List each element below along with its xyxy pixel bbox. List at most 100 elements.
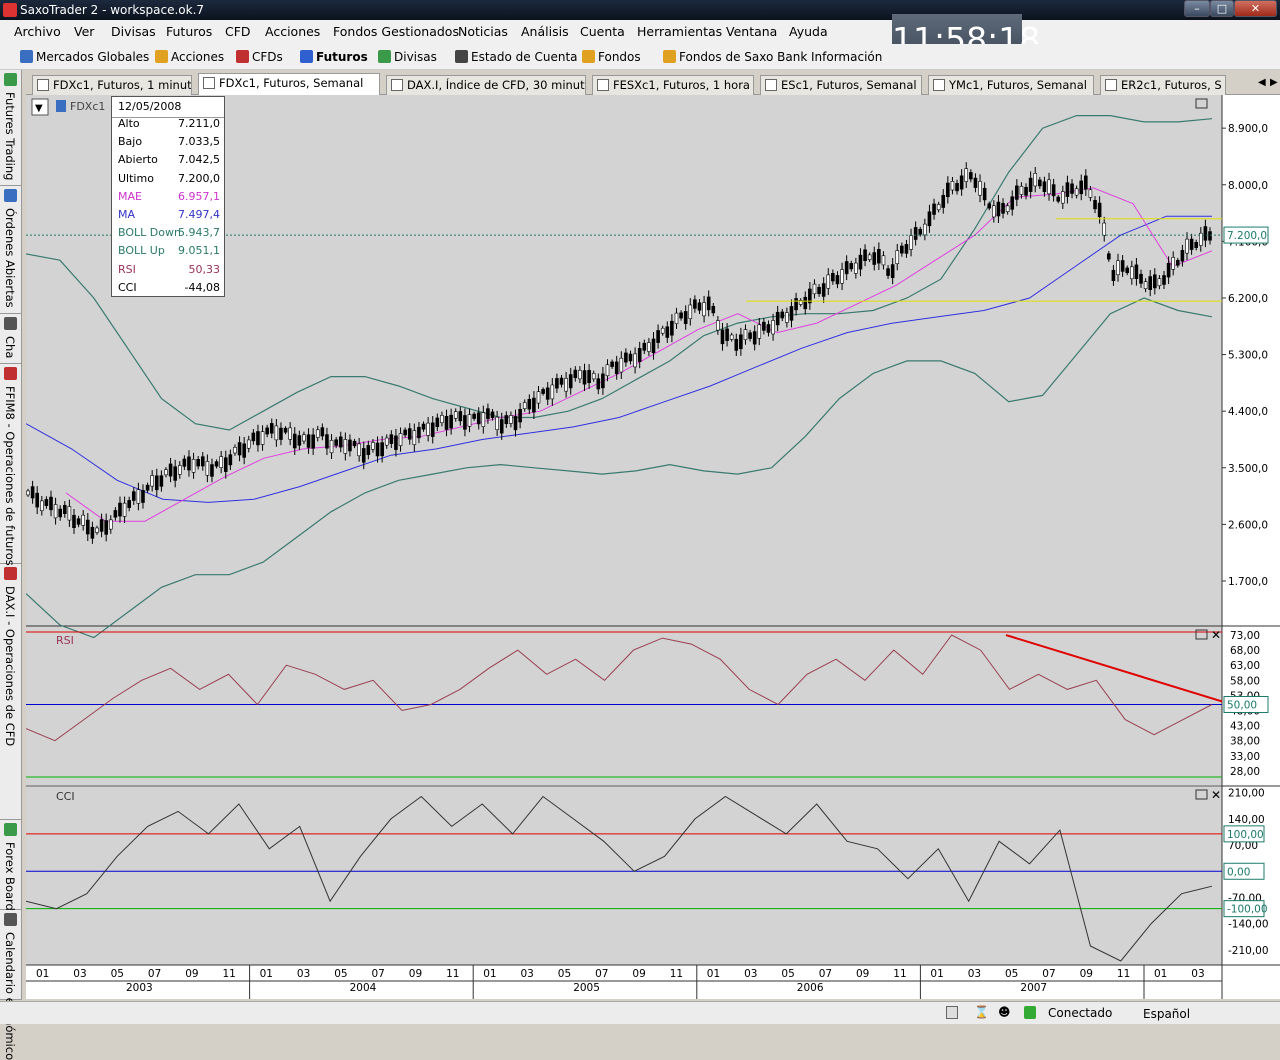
maximize-button[interactable]: □	[1210, 0, 1234, 17]
data-value: 5.943,7	[178, 226, 220, 240]
chart-canvas[interactable]: 8.900,08.000,07.100,06.200,05.300,04.400…	[25, 95, 1280, 999]
candle-body	[1079, 180, 1084, 195]
cci-tick-label: 210,00	[1228, 788, 1265, 800]
rsi-trendline	[1005, 634, 1223, 703]
toolbar-cfds[interactable]: CFDs	[236, 47, 283, 67]
month-label: 11	[223, 968, 236, 980]
menu-herramientas[interactable]: Herramientas	[637, 24, 723, 39]
user-icon[interactable]: ☻	[998, 1005, 1011, 1019]
menu-noticias[interactable]: Noticias	[458, 24, 508, 39]
chart-menu-button[interactable]	[31, 98, 49, 116]
month-label: 05	[781, 968, 794, 980]
candle-body	[95, 527, 99, 533]
candle-body	[348, 439, 352, 452]
candle-body	[1005, 205, 1010, 213]
candle-body	[812, 283, 817, 295]
maximize-pane-icon[interactable]	[1195, 629, 1208, 640]
year-label: 2006	[797, 982, 824, 994]
sidebar-item-7[interactable]: Calendario económico	[0, 910, 22, 1060]
tab-chart-4[interactable]: FESXc1, Futuros, 1 hora	[592, 75, 754, 95]
menu-análisis[interactable]: Análisis	[521, 24, 569, 39]
tab-chart-6[interactable]: YMc1, Futuros, Semanal	[928, 75, 1094, 95]
toolbar-mercados-globales[interactable]: Mercados Globales	[20, 47, 149, 67]
language-status: Español	[1143, 1007, 1191, 1021]
data-row-alto: Alto 7.211,0	[118, 117, 222, 134]
candle-body	[1107, 253, 1111, 260]
cci-marker-box	[1223, 825, 1265, 843]
tab-label: FDXc1, Futuros, 1 minuto	[53, 78, 192, 92]
data-row-abierto: Abierto 7.042,5	[118, 153, 222, 170]
candle-body	[1093, 200, 1097, 210]
candle-body	[711, 305, 716, 314]
menu-acciones[interactable]: Acciones	[265, 24, 321, 39]
tab-label: FESXc1, Futuros, 1 hora	[613, 78, 750, 92]
sidebar-label: Forex Board	[3, 842, 17, 911]
candle-body	[660, 327, 665, 334]
candle-body	[872, 252, 877, 265]
sidebar-item-1[interactable]: Futures Trading	[0, 70, 22, 186]
candle-body	[269, 423, 274, 434]
candle-body	[1056, 196, 1061, 202]
data-key: Abierto	[118, 153, 158, 167]
menu-ayuda[interactable]: Ayuda	[789, 24, 828, 39]
candle-body	[325, 434, 329, 449]
candle-body	[748, 332, 752, 339]
toolbar-divisas[interactable]: Divisas	[378, 47, 437, 67]
candle-body	[1097, 202, 1102, 218]
menu-ventana[interactable]: Ventana	[726, 24, 778, 39]
toolbar-estado-de-cuenta[interactable]: Estado de Cuenta	[455, 47, 578, 67]
candle-body	[90, 526, 95, 539]
menu-futuros[interactable]: Futuros	[166, 24, 213, 39]
candle-body	[205, 461, 210, 476]
tab-chart-3[interactable]: DAX.I, Índice de CFD, 30 minutos	[386, 75, 586, 95]
toolbar-label: CFDs	[252, 50, 283, 64]
tab-chart-2[interactable]: FDXc1, Futuros, Semanal	[198, 73, 380, 95]
menu-divisas[interactable]: Divisas	[111, 24, 156, 39]
toolbar-futuros[interactable]: Futuros	[300, 47, 368, 67]
stock-icon	[155, 50, 168, 63]
maximize-pane-icon[interactable]	[1195, 98, 1208, 109]
sidebar-item-5[interactable]: DAX.I - Operaciones de CFD	[0, 564, 22, 820]
chart-area[interactable]: 8.900,08.000,07.100,06.200,05.300,04.400…	[25, 95, 1280, 999]
candle-body	[826, 274, 831, 289]
candle-body	[490, 411, 495, 418]
tab-chart-5[interactable]: ESc1, Futuros, Semanal	[760, 75, 922, 95]
menu-cfd[interactable]: CFD	[225, 24, 251, 39]
menu-fondos-gestionados[interactable]: Fondos Gestionados	[333, 24, 459, 39]
menu-archivo[interactable]: Archivo	[14, 24, 61, 39]
candle-body	[329, 440, 334, 454]
sidebar-item-6[interactable]: Forex Board	[0, 820, 22, 911]
close-pane-icon[interactable]: ✕	[1211, 788, 1221, 802]
tab-chart-1[interactable]: FDXc1, Futuros, 1 minuto	[32, 75, 192, 95]
data-value: 7.042,5	[178, 153, 220, 167]
toolbar-acciones[interactable]: Acciones	[155, 47, 224, 67]
toolbar-información[interactable]: Información	[811, 47, 882, 67]
tab-chart-7[interactable]: ER2c1, Futuros, S	[1100, 75, 1226, 95]
lock-icon[interactable]	[946, 1006, 958, 1019]
candle-body	[854, 262, 858, 274]
toolbar-label: Fondos	[598, 50, 641, 64]
candle-body	[647, 342, 651, 352]
toolbar-fondos-de-saxo-bank[interactable]: Fondos de Saxo Bank	[663, 47, 807, 67]
candle-body	[527, 398, 532, 410]
sidebar-item-4[interactable]: FFIM8 - Operaciones de futuros	[0, 364, 22, 566]
sidebar-item-3[interactable]: Cha	[0, 314, 22, 364]
tab-scroll-left-icon[interactable]: ◀	[1258, 77, 1266, 88]
close-button[interactable]: ✕	[1234, 0, 1277, 17]
toolbar-fondos[interactable]: Fondos	[582, 47, 641, 67]
candle-body	[522, 402, 527, 409]
month-label: 11	[893, 968, 906, 980]
candle-body	[1148, 276, 1153, 290]
close-pane-icon[interactable]: ✕	[1211, 628, 1221, 642]
minimize-button[interactable]: –	[1184, 0, 1210, 17]
candle-body	[292, 433, 297, 449]
menu-ver[interactable]: Ver	[74, 24, 95, 39]
data-value: 7.200,0	[178, 171, 220, 185]
candle-body	[582, 370, 587, 385]
menu-cuenta[interactable]: Cuenta	[580, 24, 625, 39]
tab-scroll-right-icon[interactable]: ▶	[1270, 77, 1278, 88]
sidebar-label: Calendario económico	[3, 932, 17, 1060]
maximize-pane-icon[interactable]	[1195, 789, 1208, 800]
sidebar-item-2[interactable]: Órdenes Abiertas	[0, 186, 22, 314]
cci-marker-label: 0,00	[1227, 866, 1250, 878]
